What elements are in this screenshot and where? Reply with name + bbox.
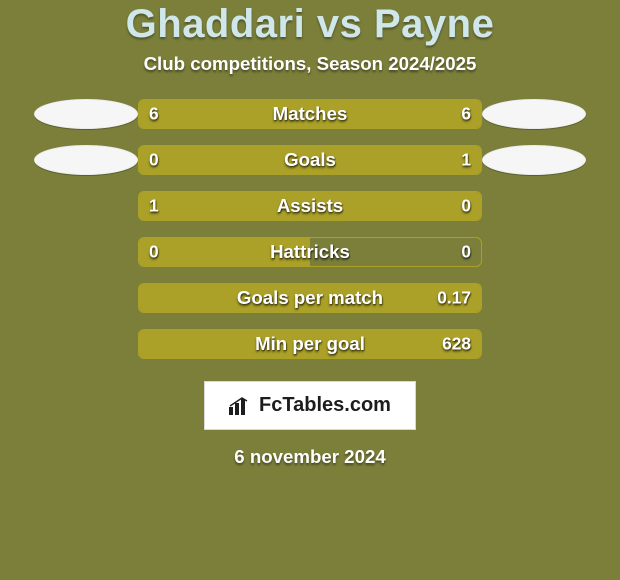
player-b-name: Payne xyxy=(374,2,494,46)
bar-chart-icon xyxy=(229,397,251,415)
stat-row: Goals0 1 xyxy=(138,145,482,175)
stat-value-left: 6 xyxy=(149,104,159,125)
snapshot-date: 6 november 2024 xyxy=(0,446,620,468)
stat-row: Hattricks0 0 xyxy=(138,237,482,267)
stat-value-right: 1 xyxy=(461,150,471,171)
stats-comparison: Matches66Goals01Assists10Hattricks00Goal… xyxy=(30,99,590,359)
branding-text: FcTables.com xyxy=(259,394,391,417)
stat-value-right: 0.17 xyxy=(437,288,471,309)
stat-value-right: 6 xyxy=(461,104,471,125)
stat-label: Min per goal xyxy=(139,333,481,355)
stat-row: Min per goal628 xyxy=(138,329,482,359)
stat-row: Assists1 0 xyxy=(138,191,482,221)
stat-row: Matches6 6 xyxy=(138,99,482,129)
page-title: Ghaddari vs Payne xyxy=(0,2,620,47)
branding-badge[interactable]: FcTables.com xyxy=(204,381,416,430)
subtitle: Club competitions, Season 2024/2025 xyxy=(0,53,620,75)
player-logo-left xyxy=(34,99,138,129)
stat-label: Hattricks xyxy=(139,241,481,263)
stat-value-left: 1 xyxy=(149,196,159,217)
player-logo-right xyxy=(482,99,586,129)
player-a-name: Ghaddari xyxy=(126,2,306,46)
stat-value-right: 628 xyxy=(442,334,471,355)
stat-label: Matches xyxy=(139,103,481,125)
stat-label: Goals per match xyxy=(139,287,481,309)
stat-label: Goals xyxy=(139,149,481,171)
player-logo-left xyxy=(34,145,138,175)
title-vs: vs xyxy=(317,2,363,46)
comparison-card: Ghaddari vs Payne Club competitions, Sea… xyxy=(0,0,620,468)
stat-row: Goals per match0.17 xyxy=(138,283,482,313)
player-logo-right xyxy=(482,145,586,175)
stat-value-left: 0 xyxy=(149,150,159,171)
stat-value-right: 0 xyxy=(461,242,471,263)
stat-value-right: 0 xyxy=(461,196,471,217)
stat-value-left: 0 xyxy=(149,242,159,263)
stat-label: Assists xyxy=(139,195,481,217)
